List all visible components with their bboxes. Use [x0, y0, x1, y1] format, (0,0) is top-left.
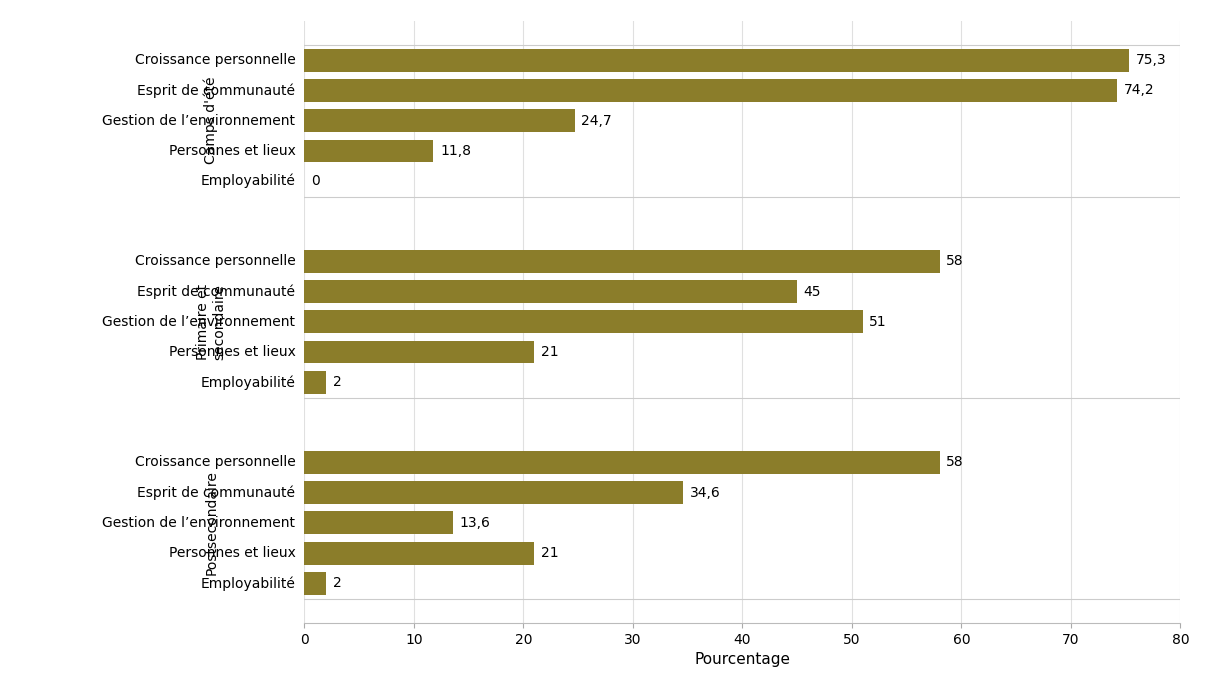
Bar [304, 79, 1117, 102]
Text: 24,7: 24,7 [582, 113, 612, 128]
Text: Personnes et lieux: Personnes et lieux [169, 144, 296, 158]
Text: Gestion de l’environnement: Gestion de l’environnement [102, 315, 296, 329]
Text: Croissance personnelle: Croissance personnelle [135, 53, 296, 67]
Bar [304, 340, 534, 363]
Bar [304, 451, 940, 474]
Bar [304, 572, 326, 595]
Bar [304, 481, 683, 504]
Text: 2: 2 [332, 375, 342, 390]
Text: 45: 45 [803, 284, 821, 298]
Text: 0: 0 [310, 174, 320, 188]
Text: 13,6: 13,6 [460, 516, 490, 530]
Text: Employabilité: Employabilité [201, 375, 296, 390]
Text: 51: 51 [869, 315, 887, 329]
Bar [304, 371, 326, 394]
Bar [304, 511, 453, 534]
Bar [304, 109, 574, 132]
Text: Primaire et
secondaire: Primaire et secondaire [196, 284, 226, 360]
Text: 58: 58 [946, 254, 964, 268]
Bar [304, 542, 534, 565]
Bar [304, 280, 797, 303]
Text: 21: 21 [540, 345, 559, 359]
Text: 21: 21 [540, 546, 559, 560]
Text: Employabilité: Employabilité [201, 576, 296, 591]
Bar [304, 140, 433, 163]
Text: 58: 58 [946, 455, 964, 469]
Text: Personnes et lieux: Personnes et lieux [169, 345, 296, 359]
Text: Camps d'été: Camps d'été [204, 77, 218, 165]
Text: Employabilité: Employabilité [201, 174, 296, 188]
Text: Personnes et lieux: Personnes et lieux [169, 546, 296, 560]
Text: Croissance personnelle: Croissance personnelle [135, 455, 296, 469]
Bar [304, 311, 863, 333]
Bar [304, 48, 1129, 71]
Text: Esprit de communauté: Esprit de communauté [138, 284, 296, 299]
Text: 2: 2 [332, 576, 342, 590]
Text: 11,8: 11,8 [441, 144, 471, 158]
Text: Gestion de l’environnement: Gestion de l’environnement [102, 113, 296, 128]
Bar [304, 250, 940, 273]
Text: Esprit de communauté: Esprit de communauté [138, 83, 296, 98]
Text: Esprit de communauté: Esprit de communauté [138, 485, 296, 500]
Text: Postsecondaire: Postsecondaire [204, 471, 218, 575]
X-axis label: Pourcentage: Pourcentage [695, 652, 790, 667]
Text: Croissance personnelle: Croissance personnelle [135, 254, 296, 268]
Text: 34,6: 34,6 [690, 486, 720, 500]
Text: Gestion de l’environnement: Gestion de l’environnement [102, 516, 296, 530]
Text: 74,2: 74,2 [1123, 84, 1154, 98]
Text: 75,3: 75,3 [1135, 53, 1166, 67]
